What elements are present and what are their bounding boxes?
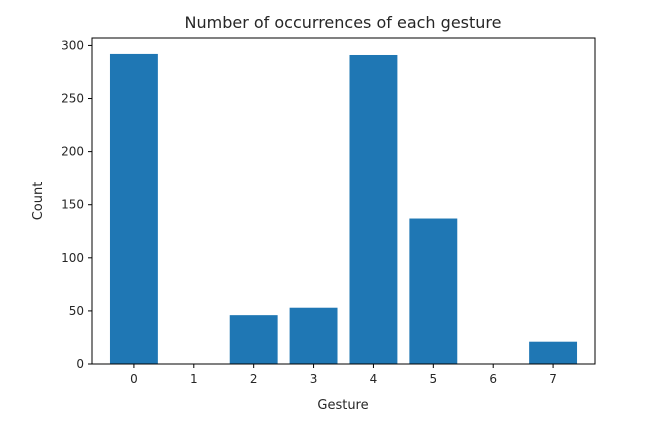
y-tick-label: 50 xyxy=(69,304,84,318)
x-tick-label: 2 xyxy=(250,372,258,386)
y-tick-label: 0 xyxy=(76,357,84,371)
y-axis-ticks: 0 50 100 150 200 250 300 xyxy=(61,38,92,371)
x-axis-label: Gesture xyxy=(317,398,368,413)
x-tick-label: 7 xyxy=(549,372,557,386)
bar-gesture-4 xyxy=(349,54,398,364)
x-tick-label: 5 xyxy=(430,372,438,386)
y-tick-label: 300 xyxy=(61,38,84,52)
bar-gesture-0 xyxy=(109,53,158,364)
bar-gesture-3 xyxy=(289,307,338,364)
y-tick-label: 250 xyxy=(61,92,84,106)
y-axis-label: Count xyxy=(31,182,46,221)
x-tick-label: 4 xyxy=(370,372,378,386)
bar-gesture-2 xyxy=(229,315,278,364)
y-tick-label: 100 xyxy=(61,251,84,265)
y-tick-label: 150 xyxy=(61,198,84,212)
bars xyxy=(109,53,578,364)
chart-title: Number of occurrences of each gesture xyxy=(185,13,502,32)
y-tick-label: 200 xyxy=(61,145,84,159)
x-tick-label: 6 xyxy=(489,372,497,386)
x-tick-label: 1 xyxy=(190,372,198,386)
x-axis-ticks: 0 1 2 3 4 5 6 7 xyxy=(130,364,557,386)
bar-gesture-5 xyxy=(409,218,458,364)
plot-frame xyxy=(91,37,596,365)
bar-gesture-7 xyxy=(529,341,578,364)
x-tick-label: 0 xyxy=(130,372,138,386)
x-tick-label: 3 xyxy=(310,372,318,386)
